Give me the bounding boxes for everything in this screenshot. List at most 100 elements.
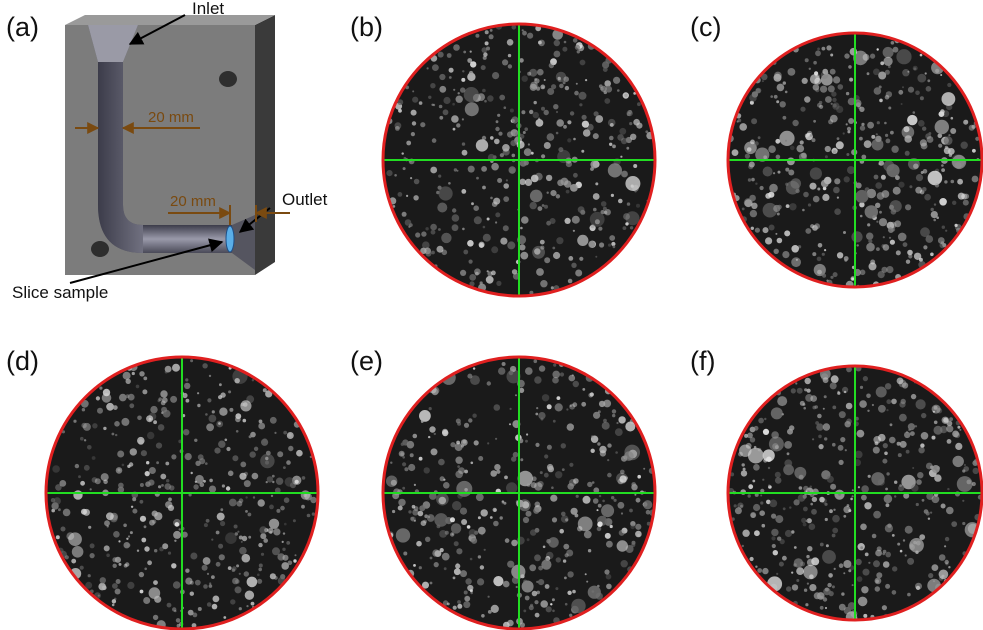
speckle [919,534,925,540]
speckle [525,596,530,601]
speckle [132,509,137,514]
speckle [403,552,407,556]
speckle [488,596,490,598]
speckle [283,555,289,561]
speckle [882,190,890,198]
speckle [916,174,923,181]
speckle [490,516,493,519]
speckle [768,467,770,469]
speckle [810,224,814,228]
speckle [955,443,962,450]
speckle [810,167,822,179]
speckle [858,597,868,607]
speckle [920,96,924,100]
speckle [848,65,852,69]
speckle [272,475,275,478]
speckle [616,422,618,424]
speckle [114,421,120,427]
speckle [823,408,825,410]
speckle [496,120,499,123]
speckle [864,502,871,509]
speckle [570,405,572,407]
speckle [932,405,941,414]
speckle [487,270,489,272]
speckle [251,602,255,606]
speckle [922,127,926,131]
speckle [962,522,965,525]
speckle [917,74,926,83]
speckle [783,507,786,510]
speckle [537,69,544,76]
speckle [462,142,465,145]
speckle [465,102,479,116]
speckle [443,109,449,115]
speckle [230,599,235,604]
speckle [872,404,874,406]
speckle [398,499,405,506]
speckle [463,51,466,54]
speckle [866,243,875,252]
speckle [185,578,192,585]
speckle [452,501,461,510]
speckle [406,195,408,197]
speckle [860,386,863,389]
speckle [786,204,790,208]
speckle [476,177,479,180]
speckle [952,431,959,438]
speckle [934,421,938,425]
speckle [830,382,837,389]
speckle [958,193,965,200]
speckle [852,489,854,491]
speckle [817,257,822,262]
speckle [923,245,927,249]
speckle [503,581,510,588]
speckle [457,604,462,609]
speckle [516,586,518,588]
speckle [425,537,430,542]
speckle [611,496,614,499]
speckle [814,592,821,599]
speckle [635,524,641,530]
speckle [239,573,241,575]
speckle [495,221,497,223]
speckle [771,407,783,419]
speckle [236,564,239,567]
speckle [239,607,242,610]
speckle [491,271,496,276]
speckle [556,194,560,198]
speckle [928,171,943,186]
speckle [783,464,794,475]
speckle [398,506,403,511]
speckle [625,176,640,191]
speckle [825,607,827,609]
speckle [905,151,910,156]
speckle [240,462,246,468]
speckle [467,525,471,529]
speckle [530,202,537,209]
speckle [535,413,538,416]
speckle [863,614,867,618]
speckle [237,531,239,533]
speckle [547,445,552,450]
speckle [143,597,150,604]
speckle [631,543,635,547]
speckle [844,391,846,393]
speckle [774,249,779,254]
speckle [800,140,804,144]
micrograph [383,357,656,629]
speckle [916,503,919,506]
panel-label: (a) [6,12,39,42]
speckle [123,372,131,380]
speckle [785,91,788,94]
speckle [216,531,220,535]
speckle [544,142,551,149]
speckle [938,144,942,148]
speckle [449,76,452,79]
speckle [487,95,493,101]
speckle [235,378,240,383]
speckle [113,405,118,410]
speckle [847,127,851,131]
speckle [906,450,910,454]
speckle [439,86,446,93]
speckle [434,562,439,567]
